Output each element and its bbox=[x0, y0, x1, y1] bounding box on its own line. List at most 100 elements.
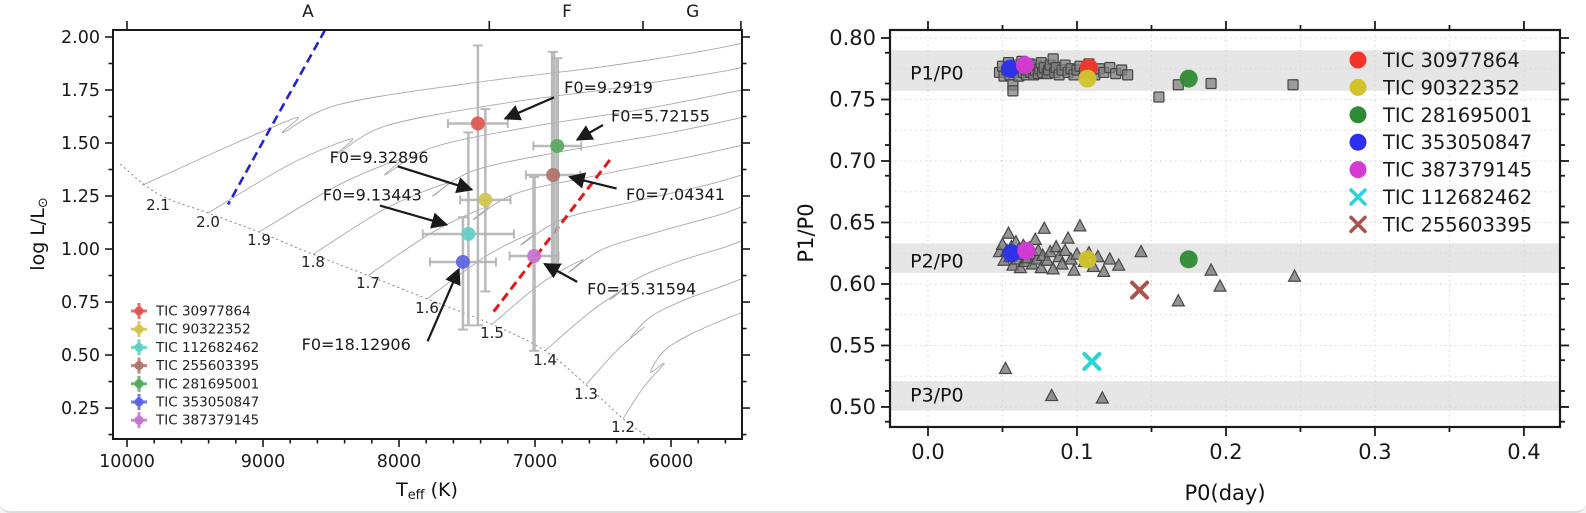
literature-point-triangle bbox=[1134, 244, 1149, 258]
literature-point-triangle bbox=[1204, 262, 1219, 276]
chart-text: 6000 bbox=[649, 452, 694, 472]
mass-label-1.4: 1.4 bbox=[533, 351, 557, 369]
literature-point-square bbox=[1153, 91, 1165, 103]
star-point-TIC-30977864 bbox=[470, 116, 485, 131]
errorbar-TIC-30977864 bbox=[446, 44, 509, 327]
target-TIC-90322352 bbox=[1078, 250, 1097, 269]
legend-item-label: TIC 90322352 bbox=[1382, 76, 1520, 99]
f0-annotations: F0=9.2919 F0=5.72155 F0=9.32896 F0=9.13443 F… bbox=[302, 78, 725, 354]
literature-point-triangle bbox=[1037, 220, 1052, 234]
literature-point-triangle bbox=[1072, 218, 1087, 232]
mass-label-1.3: 1.3 bbox=[574, 385, 598, 403]
literature-point-triangle bbox=[1213, 278, 1227, 292]
chart-text: 9000 bbox=[241, 452, 286, 472]
star-point-TIC-90322352 bbox=[478, 192, 493, 207]
legend-marker bbox=[131, 357, 147, 374]
right-y-axis-label: P1/P0 bbox=[794, 203, 818, 263]
band-label: P3/P0 bbox=[910, 385, 964, 407]
f0-annotation-label: F0=9.2919 bbox=[564, 78, 653, 97]
literature-point-triangle bbox=[1111, 257, 1126, 271]
mass-label-1.8: 1.8 bbox=[301, 253, 325, 271]
legend-marker bbox=[1349, 133, 1367, 151]
mass-label-2.1: 2.1 bbox=[146, 196, 170, 214]
target-TIC-281695001 bbox=[1179, 69, 1198, 88]
literature-point-triangle bbox=[1044, 388, 1059, 402]
chart-text: 0.3 bbox=[1358, 440, 1391, 464]
spectral-type-label-G: G bbox=[686, 2, 699, 22]
star-point-TIC-255603395 bbox=[546, 168, 561, 183]
mass-label-1.7: 1.7 bbox=[356, 274, 380, 292]
chart-text: 0.4 bbox=[1507, 440, 1540, 464]
f0-annotation-label: F0=9.13443 bbox=[323, 185, 422, 204]
annotation-arrow bbox=[543, 262, 578, 283]
legend-marker bbox=[131, 339, 147, 356]
annotation-arrow bbox=[575, 124, 604, 141]
target-TIC-90322352 bbox=[1078, 69, 1097, 88]
f0-annotation-label: F0=5.72155 bbox=[611, 107, 710, 126]
mass-label-1.6: 1.6 bbox=[415, 299, 439, 317]
star-point-TIC-387379145 bbox=[527, 249, 542, 264]
f0-annotation-label: F0=9.32896 bbox=[330, 148, 429, 167]
band-P3-P0 bbox=[890, 381, 1560, 411]
band-label: P2/P0 bbox=[910, 251, 964, 273]
legend-marker bbox=[1349, 106, 1367, 124]
legend-marker bbox=[131, 303, 147, 319]
hr-diagram-panel: F0=9.2919 F0=5.72155 F0=9.32896 F0=9.13443 F… bbox=[61, 2, 750, 472]
legend-marker bbox=[1349, 51, 1367, 69]
evolution-track-1.3 bbox=[585, 278, 743, 386]
legend-marker bbox=[1349, 161, 1367, 179]
literature-point-triangle bbox=[1001, 225, 1016, 239]
chart-text: 0.70 bbox=[829, 149, 876, 173]
literature-point-square bbox=[1007, 85, 1019, 97]
legend-item-label: TIC 387379145 bbox=[1382, 159, 1532, 182]
legend-item-label: TIC 387379145 bbox=[155, 413, 259, 429]
legend-item-label: TIC 281695001 bbox=[1382, 104, 1532, 127]
red-edge-line bbox=[491, 159, 611, 314]
chart-text: 8000 bbox=[377, 452, 422, 472]
f0-annotation-label: F0=15.31594 bbox=[587, 279, 696, 298]
annotation-arrow bbox=[426, 267, 461, 342]
legend-marker bbox=[131, 412, 147, 429]
literature-point-triangle bbox=[1171, 293, 1186, 307]
blue-edge-line bbox=[226, 29, 327, 206]
spectral-type-label-A: A bbox=[302, 2, 314, 22]
left-y-axis-label: log L/L⊙ bbox=[27, 197, 52, 271]
chart-text: 1.00 bbox=[61, 240, 100, 260]
legend-item-label: TIC 255603395 bbox=[155, 358, 259, 374]
grid-lines bbox=[890, 30, 1560, 427]
literature-point-triangle bbox=[1102, 251, 1117, 265]
left-x-axis-label: Teff (K) bbox=[396, 479, 458, 504]
star-points bbox=[455, 116, 565, 269]
evolution-track-2.1 bbox=[141, 42, 743, 186]
annotation-arrow bbox=[397, 165, 474, 194]
literature-point-triangle bbox=[1095, 390, 1110, 404]
legend-marker bbox=[131, 394, 147, 410]
chart-text: 0.2 bbox=[1209, 440, 1242, 464]
annotation-arrow bbox=[379, 204, 449, 229]
literature-point-triangle bbox=[1061, 230, 1076, 244]
literature-point-triangle bbox=[1040, 252, 1055, 266]
mass-label-1.9: 1.9 bbox=[247, 231, 271, 249]
literature-point-square bbox=[1205, 77, 1217, 90]
literature-point-triangle bbox=[1049, 239, 1064, 253]
right-plot-spines bbox=[888, 28, 1562, 429]
chart-text: 0.1 bbox=[1060, 440, 1093, 464]
target-star-points bbox=[1000, 56, 1198, 371]
target-TIC-255603395 bbox=[1130, 280, 1150, 300]
right-plot-ticks: 0.0 0.1 0.2 0.3 0.4 0.50 0.55 0.60 0.65 0.70 0.75 0… bbox=[829, 21, 1569, 464]
legend-item-label: TIC 281695001 bbox=[155, 376, 259, 392]
chart-text: 2.00 bbox=[61, 28, 100, 48]
target-TIC-281695001 bbox=[1179, 250, 1198, 269]
star-point-TIC-353050847 bbox=[455, 254, 470, 269]
legend-item-label: TIC 90322352 bbox=[155, 322, 251, 338]
literature-point-triangle bbox=[1287, 268, 1302, 282]
f0-annotation-label: F0=7.04341 bbox=[626, 185, 725, 204]
chart-text: 0.50 bbox=[829, 395, 876, 419]
evolution-track-1.4 bbox=[544, 240, 743, 352]
target-TIC-112682462 bbox=[1082, 351, 1102, 371]
legend-marker bbox=[1349, 78, 1367, 96]
errorbar-TIC-387379145 bbox=[508, 175, 560, 352]
